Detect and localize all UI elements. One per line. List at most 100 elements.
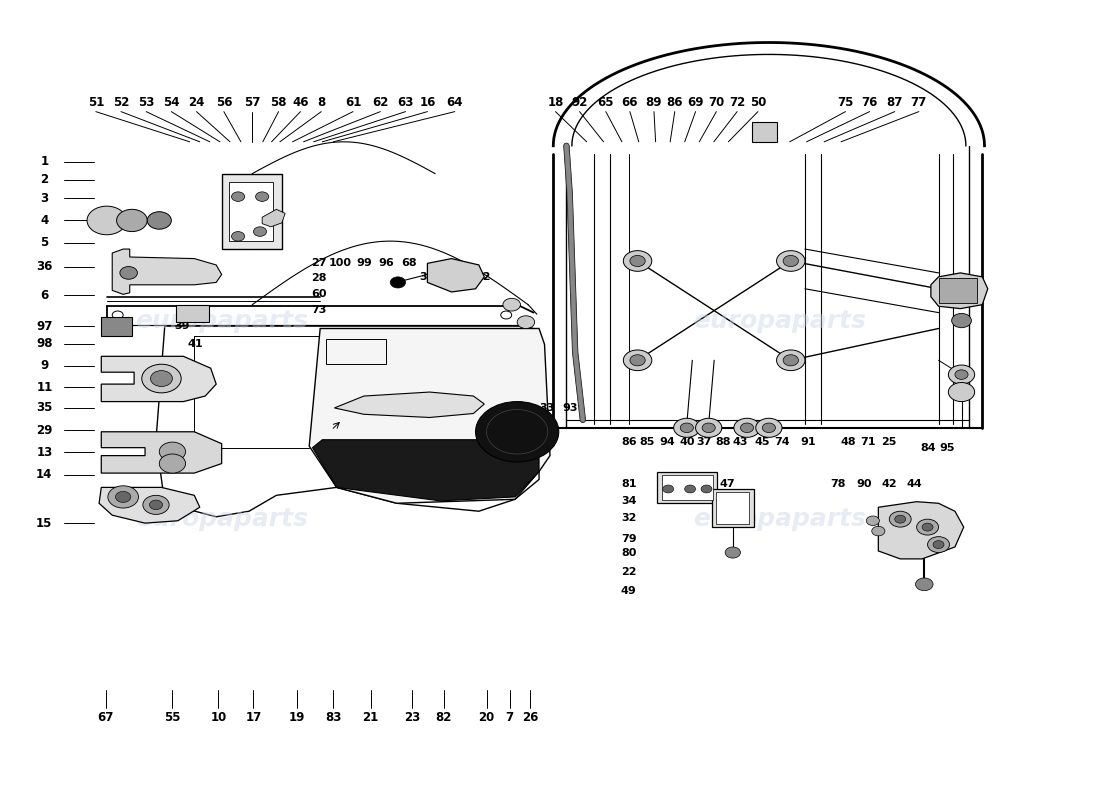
Circle shape [783,354,799,366]
Text: 89: 89 [646,95,662,109]
Text: 32: 32 [621,513,637,522]
Circle shape [889,511,911,527]
Polygon shape [878,502,964,559]
Circle shape [117,210,147,231]
Circle shape [734,418,760,438]
Circle shape [872,526,884,536]
Circle shape [894,515,905,523]
Text: 45: 45 [755,437,770,447]
Text: 18: 18 [548,95,563,109]
Text: 73: 73 [311,306,327,315]
Circle shape [475,402,559,462]
Text: 87: 87 [887,95,903,109]
Circle shape [740,423,754,433]
Text: europaparts: europaparts [135,507,308,531]
Circle shape [142,364,182,393]
Text: 93: 93 [562,403,578,413]
Circle shape [777,250,805,271]
Text: 40: 40 [679,437,694,447]
Circle shape [160,454,186,473]
Text: 100: 100 [329,258,351,268]
Circle shape [624,350,652,370]
Circle shape [630,354,646,366]
Polygon shape [262,210,285,227]
Text: 62: 62 [372,95,388,109]
Text: europaparts: europaparts [693,309,867,333]
Text: 23: 23 [404,711,420,724]
Text: 68: 68 [402,258,417,268]
Text: 97: 97 [36,320,53,333]
Text: 27: 27 [311,258,327,268]
Text: 77: 77 [911,95,927,109]
Text: 37: 37 [696,437,712,447]
Text: 72: 72 [729,95,746,109]
Text: 11: 11 [36,381,53,394]
Circle shape [662,485,673,493]
Text: 4: 4 [41,214,48,227]
Text: 19: 19 [289,711,306,724]
Circle shape [725,547,740,558]
Circle shape [916,519,938,535]
Text: 64: 64 [447,95,463,109]
Circle shape [624,250,652,271]
Circle shape [151,370,173,386]
Bar [326,339,386,364]
Text: 92: 92 [571,95,587,109]
Text: 8: 8 [317,95,326,109]
Polygon shape [101,432,222,473]
FancyBboxPatch shape [661,474,713,500]
Text: 35: 35 [36,402,53,414]
Text: 90: 90 [857,479,872,490]
Text: 33: 33 [539,403,554,413]
Text: 80: 80 [621,548,637,558]
Text: 85: 85 [640,437,656,447]
Text: 16: 16 [419,95,436,109]
Text: 47: 47 [719,479,735,490]
Text: 57: 57 [244,95,261,109]
Text: 6: 6 [41,289,48,302]
Text: 43: 43 [733,437,748,447]
Text: 86: 86 [667,95,683,109]
Circle shape [630,255,646,266]
Text: 3: 3 [41,192,48,205]
Circle shape [955,370,968,379]
Text: 65: 65 [597,95,614,109]
FancyBboxPatch shape [712,489,754,527]
Text: 59: 59 [244,220,260,230]
Text: europaparts: europaparts [135,309,308,333]
Text: 15: 15 [36,517,53,530]
Text: 94: 94 [659,437,675,447]
Text: 48: 48 [842,437,857,447]
Polygon shape [99,487,200,523]
FancyBboxPatch shape [658,471,717,503]
Text: 30: 30 [420,272,434,282]
Circle shape [231,231,244,241]
Circle shape [253,227,266,236]
Text: 74: 74 [774,437,790,447]
Circle shape [108,486,139,508]
Text: 12: 12 [475,272,491,282]
Text: 38: 38 [438,272,453,282]
Text: 91: 91 [801,437,816,447]
Text: 2: 2 [41,174,48,186]
Text: 98: 98 [36,337,53,350]
Text: 51: 51 [88,95,104,109]
Text: 95: 95 [939,442,955,453]
Text: 69: 69 [688,95,704,109]
FancyBboxPatch shape [222,174,282,249]
Circle shape [160,442,186,461]
Text: 79: 79 [621,534,637,544]
Text: 10: 10 [210,711,227,724]
Text: 1: 1 [41,155,48,168]
Circle shape [701,485,712,493]
FancyBboxPatch shape [752,122,777,142]
Polygon shape [428,258,484,292]
FancyBboxPatch shape [938,278,977,303]
Text: 29: 29 [36,424,53,437]
FancyBboxPatch shape [318,325,406,356]
Text: 75: 75 [837,95,854,109]
Text: 36: 36 [36,260,53,273]
Text: 67: 67 [98,711,113,724]
FancyBboxPatch shape [229,182,273,241]
Text: 13: 13 [36,446,53,459]
